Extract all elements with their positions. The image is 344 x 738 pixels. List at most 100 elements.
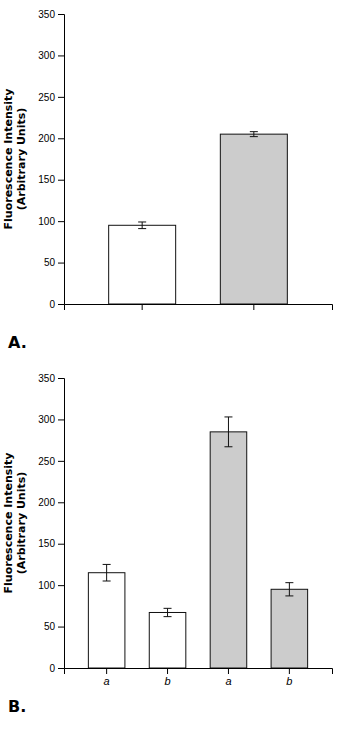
y-tick-mark	[58, 221, 64, 222]
y-tick: 0	[49, 299, 64, 310]
y-tick-label: 150	[38, 538, 55, 549]
y-tick-mark	[58, 138, 64, 139]
y-axis-title: Fluorescence Intensity(Arbitrary Units)	[2, 453, 28, 594]
bar	[149, 612, 186, 668]
y-tick-mark	[58, 55, 64, 56]
y-tick: 200	[38, 497, 64, 508]
x-tick: a	[225, 668, 231, 687]
x-axis-line	[65, 305, 333, 311]
y-tick-mark	[58, 304, 64, 305]
y-tick: 100	[38, 216, 64, 227]
x-tick-label: a	[104, 675, 110, 687]
error-bar-cap	[138, 221, 146, 222]
bar	[271, 589, 308, 668]
y-tick: 50	[44, 621, 64, 632]
y-tick-mark	[58, 461, 64, 462]
error-bar-cap	[164, 616, 172, 617]
error-bar-cap	[250, 131, 258, 132]
error-bar	[103, 564, 111, 581]
error-bar-cap	[285, 595, 293, 596]
x-tick	[253, 304, 254, 310]
y-tick-label: 350	[38, 9, 55, 20]
y-tick: 350	[38, 373, 64, 384]
error-bar-cap	[285, 582, 293, 583]
error-bar-cap	[224, 416, 232, 417]
y-tick: 250	[38, 456, 64, 467]
y-tick: 150	[38, 538, 64, 549]
x-tick-mark	[106, 668, 107, 674]
x-tick: b	[286, 668, 292, 687]
error-bar	[224, 417, 232, 447]
y-axis-line	[58, 379, 65, 669]
y-tick: 250	[38, 92, 64, 103]
x-tick-label: a	[225, 675, 231, 687]
bar	[109, 225, 176, 304]
panel: 0 50 100 150 200 250 300 350 a b a b Fluorescence In…	[2, 373, 333, 716]
error-bar	[250, 132, 258, 137]
error-bar-stem	[142, 222, 143, 229]
y-tick-label: 200	[38, 133, 55, 144]
y-tick-mark	[58, 378, 64, 379]
y-tick-mark	[58, 627, 64, 628]
y-tick: 100	[38, 580, 64, 591]
y-tick-mark	[58, 180, 64, 181]
y-tick-label: 100	[38, 216, 55, 227]
y-tick-label: 200	[38, 497, 55, 508]
x-tick-mark	[289, 668, 290, 674]
x-tick-label: b	[286, 675, 292, 687]
y-axis-line	[58, 15, 65, 305]
x-tick	[142, 304, 143, 310]
error-bar	[285, 583, 293, 596]
bars	[109, 132, 288, 304]
y-tick-label: 300	[38, 414, 55, 425]
y-tick-label: 50	[44, 621, 56, 632]
y-tick-label: 50	[44, 257, 56, 268]
y-tick-mark	[58, 97, 64, 98]
y-tick-label: 150	[38, 174, 55, 185]
y-tick: 150	[38, 174, 64, 185]
error-bar-stem	[106, 564, 107, 581]
bar	[88, 573, 125, 668]
error-bar-cap	[103, 581, 111, 582]
x-axis	[65, 304, 333, 310]
error-bar-stem	[167, 608, 168, 616]
error-bar-cap	[224, 446, 232, 447]
y-tick: 300	[38, 50, 64, 61]
y-tick: 0	[49, 663, 64, 674]
x-tick-mark	[253, 304, 254, 310]
y-tick: 300	[38, 414, 64, 425]
error-bar-cap	[164, 608, 172, 609]
error-bar-stem	[228, 417, 229, 447]
x-axis-line	[65, 669, 333, 675]
error-bar-stem	[253, 132, 254, 137]
error-bar	[138, 222, 146, 229]
y-tick-mark	[58, 668, 64, 669]
error-bar-stem	[289, 583, 290, 596]
error-bar	[164, 608, 172, 616]
error-bar-cap	[250, 136, 258, 137]
x-tick-mark	[142, 304, 143, 310]
y-axis: 0 50 100 150 200 250 300 350	[38, 9, 64, 310]
x-axis: abab	[65, 668, 333, 687]
y-tick-label: 300	[38, 50, 55, 61]
x-tick-label: b	[164, 675, 170, 687]
y-tick-mark	[58, 544, 64, 545]
y-tick-label: 0	[49, 299, 55, 310]
y-tick-label: 350	[38, 373, 55, 384]
y-tick-mark	[58, 14, 64, 15]
y-tick: 350	[38, 9, 64, 20]
y-tick-label: 250	[38, 92, 55, 103]
panel-label: A.	[8, 333, 27, 352]
figure: 0 50 100 150 200 250 300 350 Fluorescence Intens…	[0, 0, 344, 738]
x-tick-mark	[228, 668, 229, 674]
x-tick-mark	[167, 668, 168, 674]
y-tick-label: 0	[49, 663, 55, 674]
x-tick: a	[104, 668, 110, 687]
error-bar-cap	[103, 564, 111, 565]
y-tick: 50	[44, 257, 64, 268]
bars	[88, 417, 307, 668]
y-tick: 200	[38, 133, 64, 144]
y-tick-label: 100	[38, 580, 55, 591]
error-bar-cap	[138, 228, 146, 229]
y-tick-mark	[58, 419, 64, 420]
